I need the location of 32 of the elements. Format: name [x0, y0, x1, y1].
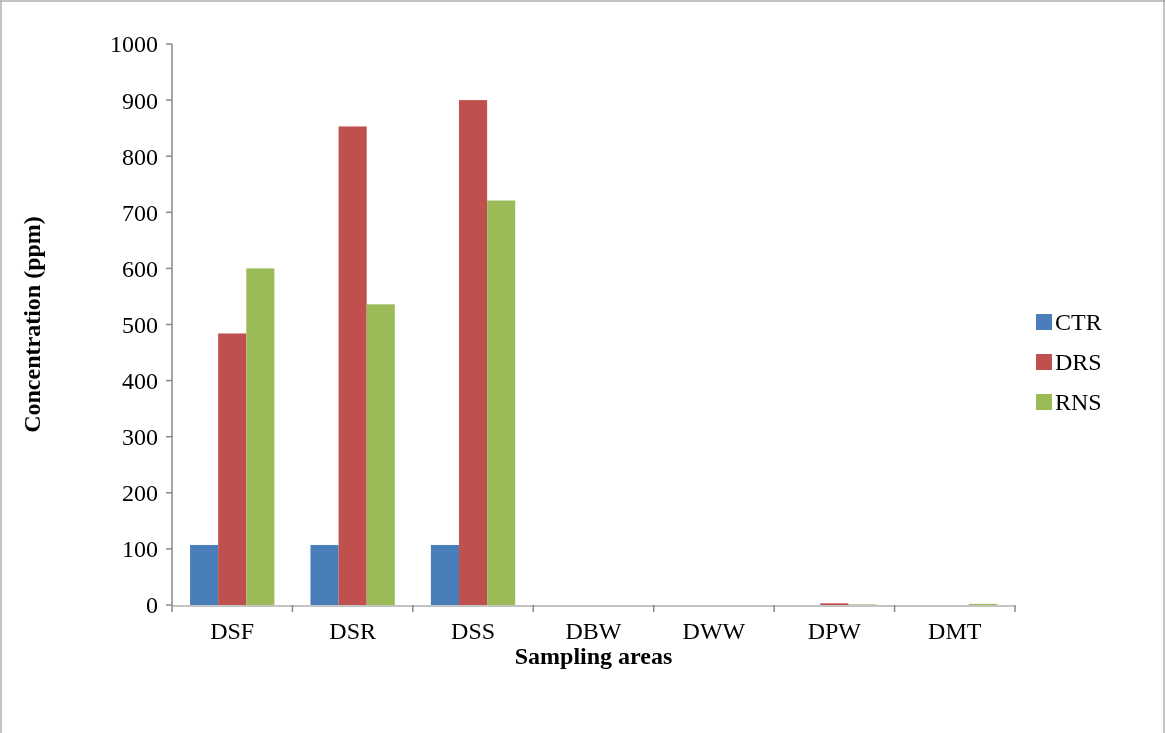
legend-label: DRS — [1055, 349, 1102, 376]
y-tick-label: 0 — [146, 592, 158, 619]
y-tick-label: 200 — [122, 480, 158, 507]
y-tick-label: 800 — [122, 143, 158, 170]
x-tick-label: DBW — [565, 618, 622, 644]
x-tick-label: DMT — [928, 618, 982, 644]
bar — [366, 304, 395, 605]
y-tick-label: 700 — [122, 199, 158, 226]
x-tick-label: DSS — [451, 618, 496, 644]
y-tick-label: 500 — [122, 311, 158, 338]
y-axis-title: Concentration (ppm) — [19, 216, 45, 433]
y-tick-label: 400 — [122, 368, 158, 394]
y-tick-label: 600 — [122, 255, 158, 282]
bar — [246, 268, 275, 605]
x-tick-label: DSF — [210, 618, 255, 644]
legend-label: CTR — [1055, 309, 1102, 336]
bar — [459, 100, 488, 605]
y-tick-label: 900 — [122, 87, 158, 114]
bar — [310, 544, 339, 605]
bar — [338, 126, 367, 605]
x-tick-label: DPW — [807, 618, 862, 644]
bar — [190, 544, 219, 605]
y-tick-label: 100 — [122, 536, 158, 563]
y-tick-label: 300 — [122, 424, 158, 451]
legend-label: RNS — [1055, 389, 1102, 416]
y-tick-label: 1000 — [110, 31, 158, 58]
bar — [487, 200, 516, 605]
bar — [218, 333, 247, 605]
bar — [430, 544, 460, 605]
x-tick-label: DSR — [329, 618, 376, 644]
x-axis-title: Sampling areas — [514, 643, 673, 669]
x-tick-label: DWW — [682, 618, 746, 644]
